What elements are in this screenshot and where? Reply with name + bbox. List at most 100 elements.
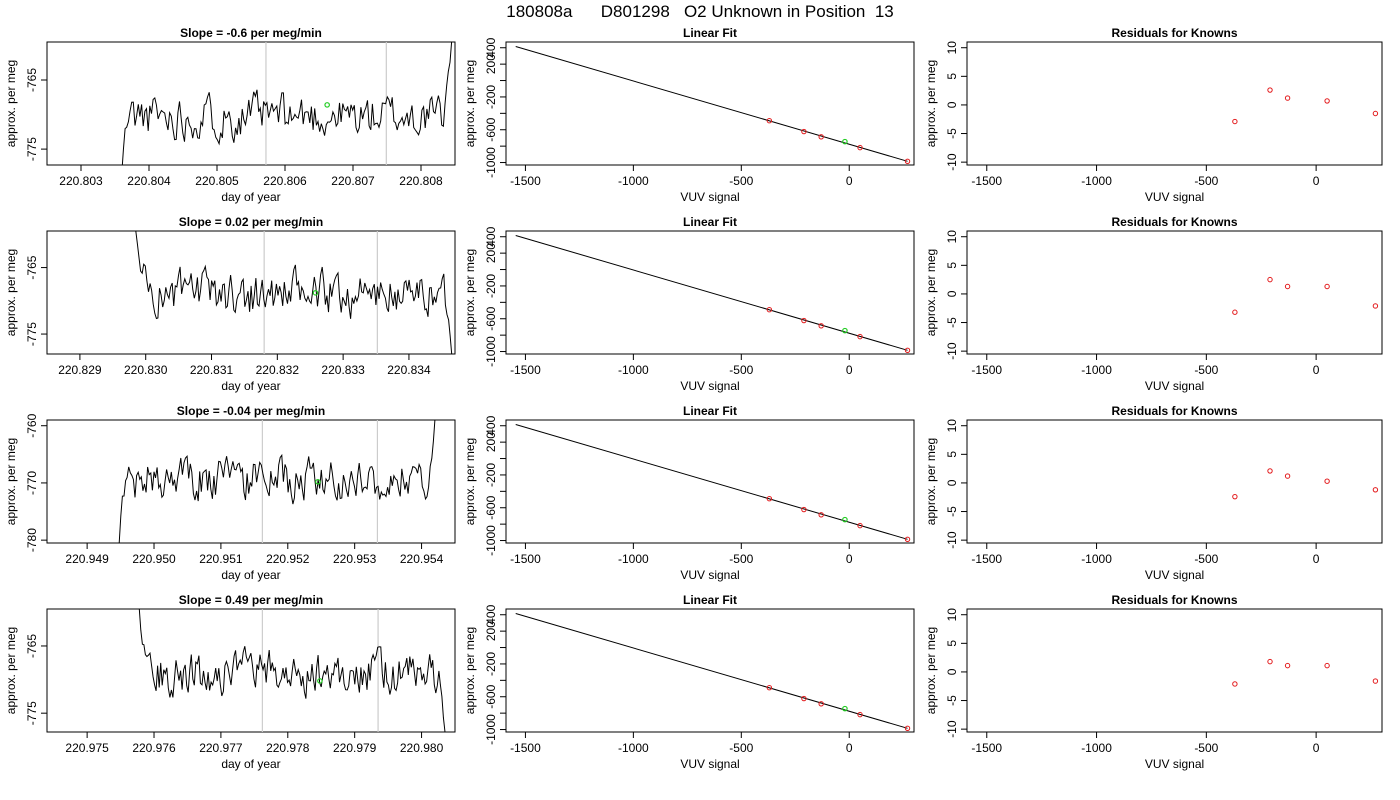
known-point: [818, 701, 824, 707]
x-tick-label: -1500: [510, 363, 541, 377]
y-tick-label: -5: [945, 128, 959, 139]
y-tick-label: 5: [945, 640, 959, 647]
known-point: [857, 522, 863, 529]
y-tick-label: 10: [945, 230, 959, 244]
residual-point: [1232, 118, 1238, 125]
y-tick-label: -5: [945, 317, 959, 328]
fit-line: [515, 424, 908, 540]
y-tick-label: 400: [484, 226, 498, 246]
x-tick-label: 220.980: [400, 741, 444, 755]
x-tick-label: -1000: [1081, 741, 1112, 755]
x-tick-label: -500: [729, 363, 753, 377]
residuals-title: Residuals for Knowns: [1111, 26, 1237, 40]
y-tick-label: -10: [945, 342, 959, 360]
known-point: [766, 118, 773, 124]
y-tick-label: -600: [484, 495, 498, 519]
y-axis-label: approx. per meg: [924, 249, 938, 336]
x-tick-label: -500: [729, 741, 753, 755]
residual-point: [1324, 283, 1330, 290]
y-tick-label: 200: [484, 243, 498, 263]
x-axis-label: VUV signal: [680, 568, 739, 582]
plot-frame: [46, 230, 456, 355]
residual-point: [1284, 95, 1291, 101]
residual-point: [1372, 303, 1379, 309]
y-tick-label: -600: [484, 117, 498, 141]
x-tick-label: -500: [1194, 174, 1218, 188]
y-axis-label: approx. per meg: [463, 60, 477, 147]
y-tick-label: 0: [945, 290, 959, 297]
x-tick-label: -500: [1194, 741, 1218, 755]
unknown-point: [842, 138, 848, 145]
x-tick-label: 220.830: [124, 363, 168, 377]
y-tick-label: 0: [945, 668, 959, 675]
y-axis-label: approx. per meg: [4, 60, 18, 147]
x-tick-label: 0: [1313, 552, 1320, 566]
x-tick-label: -1500: [971, 552, 1002, 566]
known-point: [904, 536, 911, 543]
fit-title: Linear Fit: [683, 404, 737, 418]
residual-point: [1267, 87, 1273, 93]
known-point: [857, 144, 863, 151]
fit-title: Linear Fit: [683, 26, 737, 40]
y-axis-label: approx. per meg: [924, 627, 938, 714]
x-tick-label: 220.953: [333, 552, 377, 566]
x-tick-label: 220.832: [256, 363, 300, 377]
x-tick-label: -1000: [1081, 174, 1112, 188]
x-axis-label: day of year: [221, 379, 280, 393]
plot-frame: [966, 41, 1383, 166]
y-tick-label: 400: [484, 37, 498, 57]
y-tick-label: 10: [945, 419, 959, 433]
x-tick-label: 220.949: [65, 552, 109, 566]
x-tick-label: 0: [846, 174, 853, 188]
y-tick-label: -200: [484, 274, 498, 298]
y-axis-label: approx. per meg: [4, 438, 18, 525]
residual-point: [1284, 662, 1291, 669]
signal-trace: [135, 231, 453, 354]
plot-frame: [966, 230, 1383, 355]
fit-line: [515, 613, 908, 729]
x-tick-label: 220.831: [190, 363, 234, 377]
x-tick-label: -1500: [971, 363, 1002, 377]
residual-point: [1324, 98, 1330, 104]
fit-title: Linear Fit: [683, 593, 737, 607]
residual-point: [1324, 662, 1330, 669]
residual-point: [1267, 468, 1273, 474]
unknown-marker: [317, 678, 323, 684]
y-tick-label: -10: [945, 531, 959, 549]
known-point: [818, 323, 824, 329]
residuals-title: Residuals for Knowns: [1111, 593, 1237, 607]
x-tick-label: 220.806: [263, 174, 307, 188]
x-tick-label: -500: [729, 552, 753, 566]
signal-trace: [118, 420, 436, 543]
residual-point: [1232, 493, 1238, 500]
y-tick-label: 400: [484, 604, 498, 624]
slope-title: Slope = 0.49 per meg/min: [179, 593, 323, 607]
x-tick-label: 220.954: [400, 552, 444, 566]
x-tick-label: 0: [1313, 174, 1320, 188]
y-tick-label: -775: [25, 701, 39, 725]
fit-line: [515, 46, 908, 162]
plot-frame: [966, 608, 1383, 733]
y-tick-label: -10: [945, 153, 959, 171]
x-tick-label: -1000: [618, 363, 649, 377]
known-point: [904, 725, 911, 732]
x-axis-label: VUV signal: [680, 190, 739, 204]
x-axis-label: day of year: [221, 757, 280, 771]
x-tick-label: -1500: [510, 741, 541, 755]
signal-trace: [121, 42, 453, 165]
x-tick-label: -1000: [618, 174, 649, 188]
residual-point: [1284, 473, 1291, 479]
residual-point: [1232, 681, 1238, 687]
plot-frame: [505, 41, 915, 166]
known-point: [801, 317, 807, 324]
x-tick-label: 0: [1313, 363, 1320, 377]
x-tick-label: -1500: [971, 741, 1002, 755]
x-tick-label: 0: [846, 552, 853, 566]
plot-frame: [46, 41, 456, 166]
x-axis-label: VUV signal: [1145, 757, 1204, 771]
residual-point: [1284, 283, 1291, 290]
x-axis-label: VUV signal: [1145, 568, 1204, 582]
y-axis-label: approx. per meg: [924, 438, 938, 525]
x-tick-label: 220.829: [58, 363, 102, 377]
